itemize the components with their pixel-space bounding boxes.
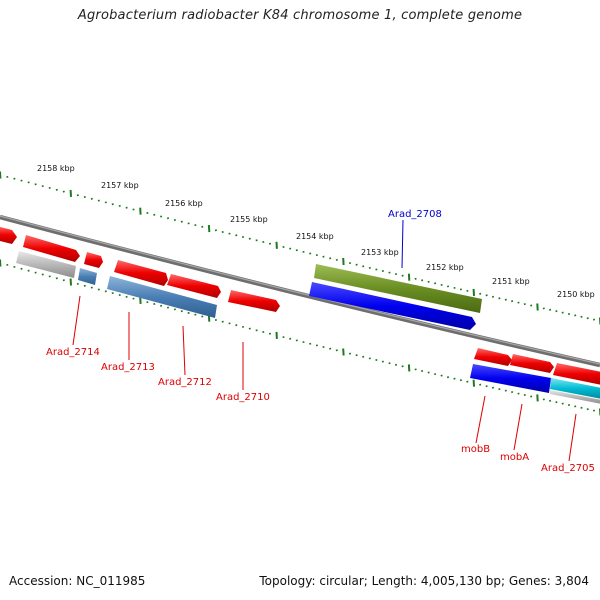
kbp-label: 2158 kbp (37, 164, 75, 173)
gene-arrow[interactable] (309, 282, 476, 330)
gene-arrow[interactable] (510, 354, 554, 373)
chromosome-backbone (0, 214, 600, 368)
kbp-label: 2154 kbp (296, 232, 334, 241)
callout-line (475, 395, 486, 444)
gene-arrow[interactable] (470, 364, 551, 393)
gene-arrow[interactable] (167, 274, 221, 298)
gene-arrow[interactable] (228, 290, 280, 312)
gene-arrow[interactable] (314, 264, 482, 313)
kbp-label: 2153 kbp (361, 248, 399, 257)
outer-tick-ruler (0, 171, 600, 325)
gene-arrow[interactable] (107, 276, 217, 318)
callout-line (568, 413, 577, 462)
gene-arrow[interactable] (553, 363, 600, 385)
gene-label[interactable]: mobB (461, 444, 490, 455)
map-title: Agrobacterium radiobacter K84 chromosome… (77, 8, 523, 23)
gene-label[interactable]: Arad_2705 (541, 463, 595, 474)
gene-arrow[interactable] (16, 251, 76, 278)
gene-label[interactable]: Arad_2710 (216, 392, 270, 403)
callout-line (182, 325, 186, 376)
gene-label[interactable]: mobA (500, 452, 529, 463)
callout-line (513, 403, 523, 451)
gene-arrow[interactable] (78, 268, 97, 285)
gene-arrow[interactable] (474, 348, 512, 366)
accession-text: Accession: NC_011985 (9, 574, 146, 588)
gene-arrow[interactable] (550, 390, 600, 404)
kbp-label: 2157 kbp (101, 181, 139, 190)
kbp-label: 2150 kbp (557, 290, 595, 299)
kbp-label: 2156 kbp (165, 199, 203, 208)
callout-line (72, 295, 81, 346)
gene-label[interactable]: Arad_2713 (101, 362, 155, 373)
gene-label[interactable]: Arad_2712 (158, 377, 212, 388)
genome-summary-text: Topology: circular; Length: 4,005,130 bp… (259, 574, 589, 588)
kbp-label: 2152 kbp (426, 263, 464, 272)
gene-arrow[interactable] (84, 252, 103, 268)
inner-tick-ruler (0, 259, 600, 416)
gene-arrow[interactable] (550, 378, 600, 399)
callout-line (401, 219, 404, 269)
gene-arrow[interactable] (114, 260, 168, 286)
gene-label[interactable]: Arad_2714 (46, 347, 100, 358)
gene-arrow[interactable] (23, 235, 80, 262)
kbp-label: 2155 kbp (230, 215, 268, 224)
gene-arrow[interactable] (0, 226, 17, 244)
kbp-label: 2151 kbp (492, 277, 530, 286)
gene-label[interactable]: Arad_2708 (388, 209, 442, 220)
